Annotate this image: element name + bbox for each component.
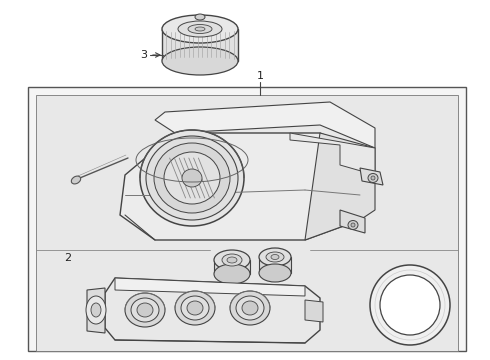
Text: 3: 3 bbox=[140, 50, 147, 60]
Ellipse shape bbox=[164, 152, 220, 204]
Ellipse shape bbox=[91, 303, 101, 317]
Ellipse shape bbox=[214, 264, 250, 284]
Ellipse shape bbox=[370, 265, 450, 345]
Text: 1: 1 bbox=[256, 71, 264, 81]
Polygon shape bbox=[360, 168, 383, 185]
Ellipse shape bbox=[380, 275, 440, 335]
Ellipse shape bbox=[154, 143, 230, 213]
Ellipse shape bbox=[86, 296, 106, 324]
Ellipse shape bbox=[266, 252, 284, 262]
Ellipse shape bbox=[162, 15, 238, 43]
Ellipse shape bbox=[351, 223, 355, 227]
Ellipse shape bbox=[368, 174, 378, 183]
Ellipse shape bbox=[188, 24, 212, 33]
Bar bbox=[214, 260, 250, 274]
Polygon shape bbox=[340, 210, 365, 233]
Polygon shape bbox=[120, 133, 370, 240]
Ellipse shape bbox=[187, 301, 203, 315]
Bar bbox=[162, 29, 238, 61]
Bar bbox=[36, 95, 458, 351]
Ellipse shape bbox=[182, 169, 202, 187]
Ellipse shape bbox=[140, 130, 244, 226]
Bar bbox=[28, 87, 466, 351]
Ellipse shape bbox=[222, 254, 242, 266]
Polygon shape bbox=[115, 278, 305, 296]
Ellipse shape bbox=[178, 21, 222, 37]
Ellipse shape bbox=[175, 291, 215, 325]
Polygon shape bbox=[290, 133, 375, 175]
Ellipse shape bbox=[195, 14, 205, 20]
Polygon shape bbox=[305, 300, 323, 322]
Bar bbox=[259, 257, 291, 273]
Polygon shape bbox=[87, 288, 105, 333]
Ellipse shape bbox=[230, 291, 270, 325]
Ellipse shape bbox=[259, 264, 291, 282]
Ellipse shape bbox=[181, 296, 209, 320]
Ellipse shape bbox=[131, 298, 159, 322]
Ellipse shape bbox=[236, 296, 264, 320]
Ellipse shape bbox=[271, 255, 279, 260]
Ellipse shape bbox=[214, 250, 250, 270]
Ellipse shape bbox=[371, 176, 375, 180]
Ellipse shape bbox=[195, 27, 205, 31]
Polygon shape bbox=[305, 133, 375, 240]
Polygon shape bbox=[105, 278, 320, 343]
Ellipse shape bbox=[125, 293, 165, 327]
Ellipse shape bbox=[259, 248, 291, 266]
Ellipse shape bbox=[137, 303, 153, 317]
Ellipse shape bbox=[162, 47, 238, 75]
Ellipse shape bbox=[348, 220, 358, 230]
Ellipse shape bbox=[227, 257, 237, 263]
Text: 2: 2 bbox=[65, 253, 72, 263]
Ellipse shape bbox=[146, 136, 238, 220]
Ellipse shape bbox=[242, 301, 258, 315]
Polygon shape bbox=[155, 102, 375, 148]
Ellipse shape bbox=[72, 176, 81, 184]
